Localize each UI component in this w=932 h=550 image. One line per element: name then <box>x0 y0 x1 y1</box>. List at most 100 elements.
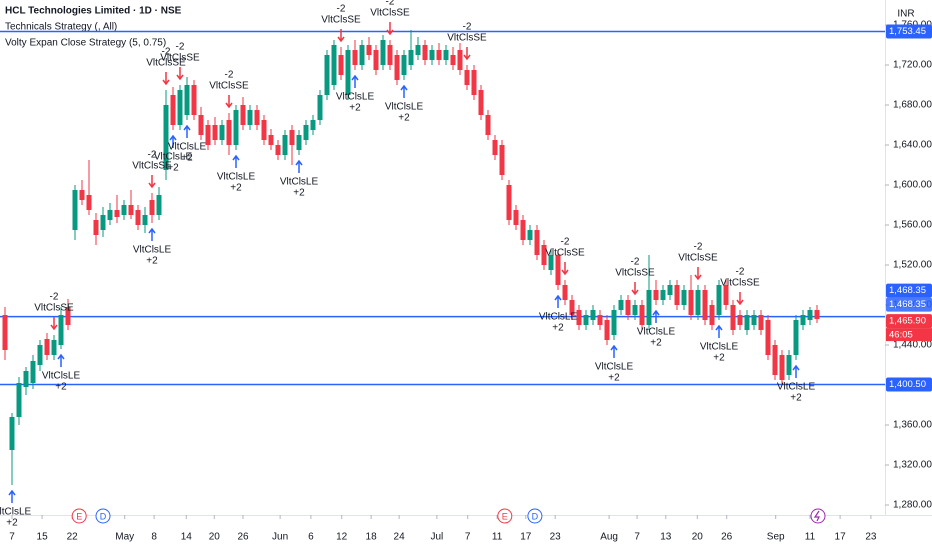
candle-body <box>814 310 820 320</box>
candle-body <box>247 110 253 125</box>
y-tick-label: 1,360.00 <box>893 420 932 431</box>
y-tick-label: 1,560.00 <box>893 220 932 231</box>
countdown-bg <box>886 328 932 342</box>
candle-body <box>562 285 568 300</box>
y-tick-label: 1,600.00 <box>893 180 932 191</box>
y-tick-label: 1,320.00 <box>893 460 932 471</box>
candle-body <box>478 90 484 115</box>
signal-label: VltClsLE <box>42 371 81 382</box>
price-label: 1,468.35 <box>889 285 926 296</box>
candle-body <box>44 339 50 355</box>
candle-body <box>128 205 134 215</box>
candle-body <box>800 315 806 325</box>
x-tick-label: 8 <box>151 532 157 543</box>
y-tick-label: 1,680.00 <box>893 100 932 111</box>
candle-body <box>443 50 449 60</box>
candle-body <box>702 290 708 320</box>
signal-qty: +2 <box>790 393 802 404</box>
candle-body <box>121 205 127 215</box>
signal-label: VltClsSE <box>615 268 655 279</box>
candle-body <box>660 290 666 300</box>
candle-body <box>261 120 267 140</box>
candle-body <box>548 255 554 270</box>
signal-label: VltClsLE <box>133 245 172 256</box>
signal-label: VltClsSE <box>34 303 74 314</box>
short-arrow <box>148 175 156 189</box>
candle-body <box>212 125 218 140</box>
candle-body <box>163 105 169 170</box>
candle-body <box>611 310 617 335</box>
candle-body <box>387 45 393 65</box>
candle-body <box>37 345 43 365</box>
short-arrow <box>561 262 569 276</box>
price-label-bg <box>886 314 932 329</box>
signal-qty: -2 <box>561 237 570 248</box>
candle-body <box>352 50 358 65</box>
y-tick-label: 1,640.00 <box>893 140 932 151</box>
candle-body <box>527 230 533 240</box>
x-tick-label: 23 <box>550 532 562 543</box>
short-arrow <box>337 29 345 43</box>
candle-body <box>65 307 71 325</box>
candle-body <box>751 315 757 325</box>
candle-body <box>436 50 442 60</box>
signal-qty: -2 <box>736 267 745 278</box>
candle-body <box>597 315 603 325</box>
short-arrow <box>176 67 184 81</box>
candle-body <box>16 383 22 417</box>
candle-body <box>296 135 302 150</box>
signal-qty: -2 <box>50 292 59 303</box>
candle-body <box>324 55 330 95</box>
candle-body <box>408 50 414 65</box>
candle-body <box>590 310 596 320</box>
candle-body <box>618 300 624 310</box>
x-tick-label: 7 <box>634 532 640 543</box>
candle-body <box>723 285 729 305</box>
signal-label: VltClsSE <box>146 58 186 69</box>
signal-label: VltClsSE <box>321 15 361 26</box>
long-arrow <box>295 159 303 173</box>
signal-label: VltClsSE <box>370 8 410 19</box>
candle-body <box>233 110 239 145</box>
short-arrow <box>162 72 170 86</box>
y-tick-label: 1,520.00 <box>893 260 932 271</box>
candle-body <box>667 285 673 295</box>
candle-body <box>758 315 764 330</box>
signal-qty: -2 <box>386 0 395 8</box>
x-tick-label: 26 <box>237 532 249 543</box>
signal-qty: -2 <box>631 257 640 268</box>
long-arrow <box>183 124 191 138</box>
candle-body <box>401 55 407 75</box>
candle-body <box>149 200 155 215</box>
y-tick-label: 1,720.00 <box>893 60 932 71</box>
long-arrow <box>610 344 618 358</box>
candle-body <box>142 215 148 225</box>
signal-label: VltClsLE <box>777 382 816 393</box>
signal-qty: +2 <box>650 338 662 349</box>
candle-body <box>730 305 736 330</box>
x-tick-label: Aug <box>600 532 618 543</box>
candle-body <box>394 55 400 80</box>
candle-body <box>653 290 659 300</box>
candle-body <box>457 50 463 70</box>
candle-body <box>513 210 519 225</box>
x-tick-label: 26 <box>721 532 733 543</box>
candle-body <box>79 190 85 200</box>
candle-body <box>604 320 610 340</box>
signal-label: VltClsLE <box>280 177 319 188</box>
x-tick-label: May <box>115 532 134 543</box>
candle-body <box>72 190 78 230</box>
candle-body <box>219 125 225 140</box>
short-arrow <box>386 22 394 36</box>
candle-body <box>9 417 15 450</box>
short-arrow <box>50 317 58 331</box>
candle-body <box>793 320 799 355</box>
candle-body <box>373 50 379 70</box>
x-tick-label: 14 <box>181 532 193 543</box>
signal-qty: +2 <box>398 113 410 124</box>
candle-body <box>107 210 113 220</box>
candle-body <box>58 315 64 345</box>
price-label: 1,465.90 <box>889 316 926 327</box>
signal-qty: +2 <box>55 382 67 393</box>
candle-body <box>695 290 701 315</box>
